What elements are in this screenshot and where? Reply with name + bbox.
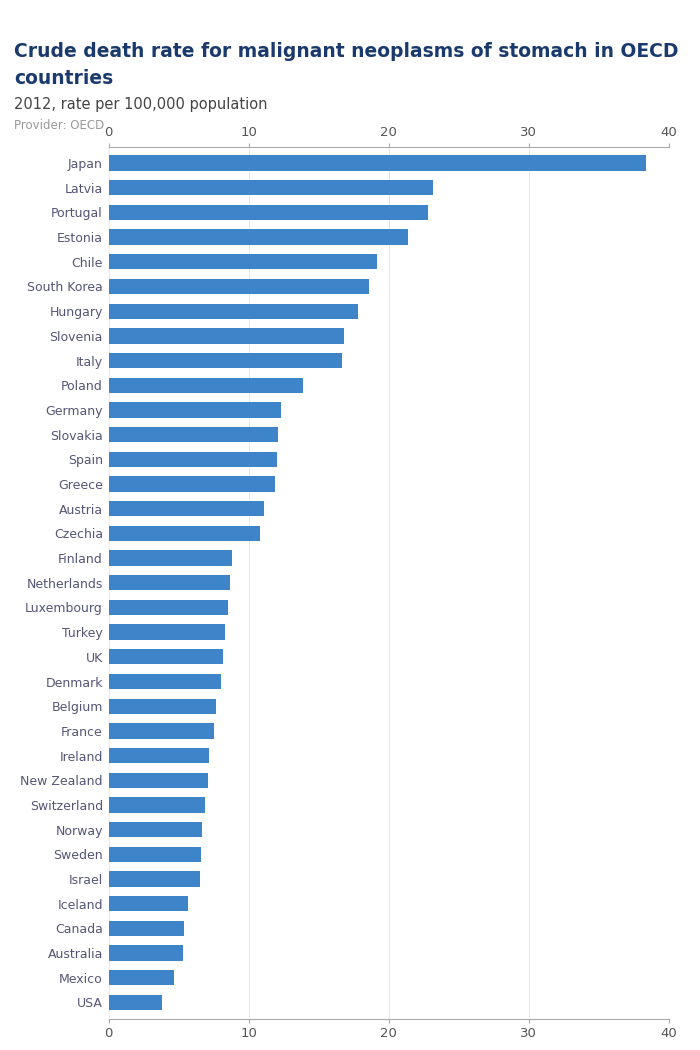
Bar <box>108 822 202 837</box>
Bar <box>108 846 201 862</box>
Bar <box>108 378 303 393</box>
Bar <box>108 970 174 985</box>
Bar <box>108 575 230 590</box>
Bar <box>108 748 209 763</box>
Bar <box>108 427 278 442</box>
Bar <box>108 674 220 689</box>
Bar <box>108 723 214 738</box>
Bar <box>108 994 162 1010</box>
Bar <box>108 896 188 911</box>
Text: Provider: OECD: Provider: OECD <box>14 119 104 131</box>
Bar <box>108 353 342 369</box>
Text: 2012, rate per 100,000 population: 2012, rate per 100,000 population <box>14 97 267 111</box>
Bar <box>108 205 428 220</box>
Bar <box>108 279 369 294</box>
Bar <box>108 797 205 813</box>
Bar <box>108 550 232 566</box>
Bar <box>108 452 276 467</box>
Bar <box>108 230 408 245</box>
Bar <box>108 501 264 517</box>
Bar <box>108 303 358 319</box>
Bar <box>108 921 184 936</box>
Text: countries: countries <box>14 69 113 88</box>
Bar <box>108 600 228 615</box>
Bar <box>108 698 216 714</box>
Bar <box>108 945 183 961</box>
Bar <box>108 254 377 270</box>
Text: Crude death rate for malignant neoplasms of stomach in OECD: Crude death rate for malignant neoplasms… <box>14 42 678 61</box>
Bar <box>108 773 208 788</box>
Bar <box>108 625 225 639</box>
Bar <box>108 872 200 886</box>
Bar <box>108 329 344 343</box>
Bar <box>108 402 281 418</box>
Bar <box>108 526 260 541</box>
Bar <box>108 181 433 195</box>
Bar <box>108 649 223 665</box>
Bar <box>108 155 646 171</box>
Bar <box>108 477 275 491</box>
Text: figure.nz: figure.nz <box>564 13 640 27</box>
